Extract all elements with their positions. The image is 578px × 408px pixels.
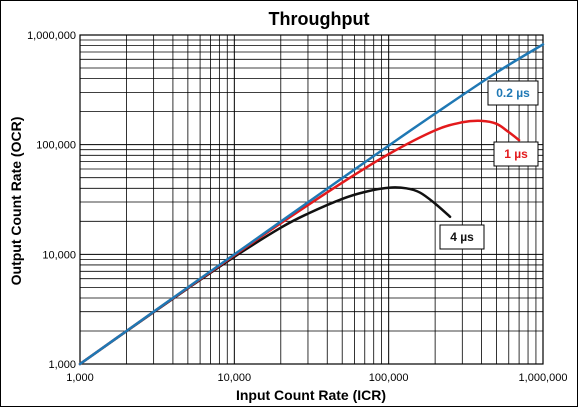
series-lines xyxy=(78,43,545,366)
series-line xyxy=(78,43,545,366)
x-tick-label: 1,000 xyxy=(66,372,94,384)
y-tick-label: 1,000,000 xyxy=(27,30,76,42)
y-axis-label: Output Count Rate (OCR) xyxy=(8,117,24,286)
y-tick-label: 10,000 xyxy=(42,249,76,261)
x-tick-labels: 1,000 10,000 100,000 1,000,000 xyxy=(66,372,567,384)
x-axis-label: Input Count Rate (ICR) xyxy=(236,387,386,403)
series-label-box xyxy=(493,141,539,167)
series-label: 4 µs xyxy=(450,230,474,244)
chart-title: Throughput xyxy=(269,9,370,29)
x-tick-label: 100,000 xyxy=(369,372,409,384)
x-tick-label: 1,000,000 xyxy=(519,372,568,384)
series-label-box xyxy=(487,80,539,106)
y-tick-label: 1,000 xyxy=(48,359,76,371)
plot-area xyxy=(79,34,544,365)
series-line xyxy=(78,186,452,366)
x-tick-label: 10,000 xyxy=(218,372,252,384)
series-label: 1 µs xyxy=(504,147,528,161)
plot-border xyxy=(79,34,544,365)
grid xyxy=(79,35,543,365)
y-tick-label: 100,000 xyxy=(36,140,76,152)
y-tick-labels: 1,000 10,000 100,000 1,000,000 xyxy=(27,30,76,371)
series-labels: 0.2 µs 1 µs 4 µs xyxy=(439,80,539,250)
series-label-box xyxy=(439,224,485,250)
series-label: 0.2 µs xyxy=(496,86,530,100)
